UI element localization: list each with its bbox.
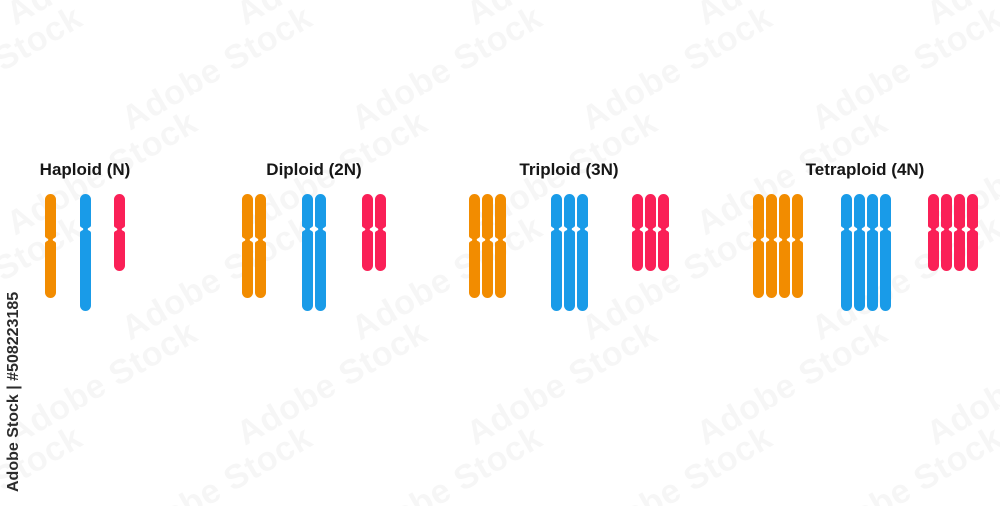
stock-credit: Adobe Stock | #508223185 [0, 0, 28, 506]
chromosome-orange [45, 194, 56, 298]
chromosome-pink [362, 194, 373, 271]
group-title-diploid: Diploid (2N) [266, 160, 362, 179]
chromosome-pink-set [632, 194, 669, 271]
chromosome-pink-set [114, 194, 125, 271]
watermark-text: Adobe Stock [115, 418, 319, 506]
chromosome-blue [563, 194, 575, 311]
group-title-haploid: Haploid (N) [39, 160, 131, 179]
watermark-text: Adobe Stock [690, 0, 894, 34]
chromosome-blue-set [550, 194, 588, 311]
watermark-text: Adobe Stock [805, 0, 1000, 139]
watermark-text: Adobe Stock [345, 418, 549, 506]
chromosome-blue [576, 194, 588, 311]
chromosome-orange [469, 194, 480, 298]
chromosome-blue [879, 194, 891, 311]
watermark-text: Adobe Stock [575, 0, 779, 139]
chromosome-pink-set [928, 194, 978, 271]
chromosome-pink [645, 194, 656, 271]
chromosome-pink [941, 194, 952, 271]
chromosome-blue [550, 194, 562, 311]
watermark-text: Adobe Stock [0, 0, 204, 34]
chromosome-pink-set [362, 194, 386, 271]
chromosome-sets [753, 194, 978, 311]
watermark-text: Adobe Stock [575, 418, 779, 506]
chromosome-orange [482, 194, 493, 298]
chromosome-blue [853, 194, 865, 311]
watermark-text: Adobe Stock [920, 313, 1000, 453]
chromosome-orange [753, 194, 764, 298]
stock-credit-label: Adobe Stock | #508223185 [5, 291, 22, 492]
chromosome-orange [766, 194, 777, 298]
watermark-text: Adobe Stock [230, 313, 434, 453]
chromosome-orange [779, 194, 790, 298]
chromosome-sets [45, 194, 125, 311]
chromosome-blue [315, 194, 326, 311]
chromosome-orange-set [242, 194, 266, 298]
chromosome-sets [469, 194, 669, 311]
chromosome-orange [255, 194, 266, 298]
chromosome-blue-set [302, 194, 326, 311]
chromosome-orange-set [45, 194, 56, 298]
chromosome-pink [375, 194, 386, 271]
watermark-text: Adobe Stock [345, 0, 549, 139]
chromosome-orange [792, 194, 803, 298]
chromosome-blue [840, 194, 852, 311]
watermark-text: Adobe Stock [460, 0, 664, 34]
group-title-tetraploid: Tetraploid (4N) [805, 160, 925, 179]
chromosome-blue-set [840, 194, 891, 311]
chromosome-blue [866, 194, 878, 311]
watermark-text: Adobe Stock [0, 313, 204, 453]
chromosome-blue [302, 194, 313, 311]
watermark-text: Adobe Stock [115, 0, 319, 139]
watermark-text: Adobe Stock [230, 0, 434, 34]
chromosome-orange-set [753, 194, 803, 298]
watermark-text: Adobe Stock [805, 418, 1000, 506]
chromosome-blue-set [79, 194, 91, 311]
chromosome-blue [79, 194, 91, 311]
chromosome-orange-set [469, 194, 506, 298]
chromosome-sets [242, 194, 386, 311]
chromosome-pink [114, 194, 125, 271]
chromosome-orange [242, 194, 253, 298]
watermark-text: Adobe Stock [920, 0, 1000, 34]
group-title-triploid: Triploid (3N) [519, 160, 619, 179]
chromosome-pink [632, 194, 643, 271]
chromosome-pink [928, 194, 939, 271]
chromosome-pink [967, 194, 978, 271]
watermark-text: Adobe Stock [690, 313, 894, 453]
watermark-text: Adobe Stock [460, 313, 664, 453]
chromosome-pink [658, 194, 669, 271]
chromosome-orange [495, 194, 506, 298]
chromosome-pink [954, 194, 965, 271]
